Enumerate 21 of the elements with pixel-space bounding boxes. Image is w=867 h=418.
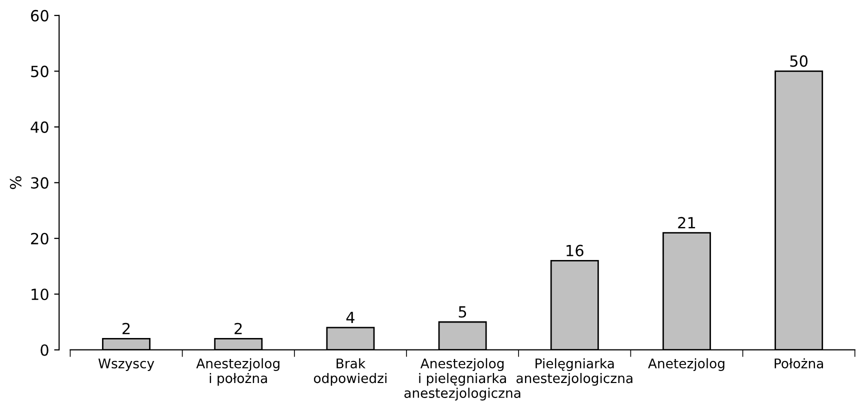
y-tick-label: 10 (32, 288, 48, 300)
data-label: 50 (790, 55, 808, 67)
x-tick-label: Anestezjolog i położna (196, 358, 280, 386)
y-axis-title: % (10, 176, 22, 190)
y-tick-label: 30 (31, 177, 48, 189)
x-tick-label: Brak odpowiedzi (314, 358, 386, 386)
data-label: 2 (234, 322, 242, 334)
data-label: 5 (458, 306, 466, 318)
data-label: 2 (122, 322, 130, 334)
x-tick-label: Położna (774, 358, 823, 368)
data-label: 16 (566, 244, 584, 256)
y-tick-label: 40 (30, 121, 48, 133)
y-tick-label: 60 (31, 10, 48, 22)
y-tick-label: 0 (40, 344, 48, 356)
x-tick-label: Pielęgniarka anestezjologiczna (516, 358, 632, 386)
data-label: 21 (678, 216, 696, 228)
y-tick-label: 20 (31, 232, 48, 244)
x-tick-label: Anetezjolog (648, 358, 724, 371)
data-label: 4 (346, 312, 354, 324)
x-tick-label: Wszyscy (98, 358, 154, 371)
y-tick-label: 50 (31, 66, 48, 78)
